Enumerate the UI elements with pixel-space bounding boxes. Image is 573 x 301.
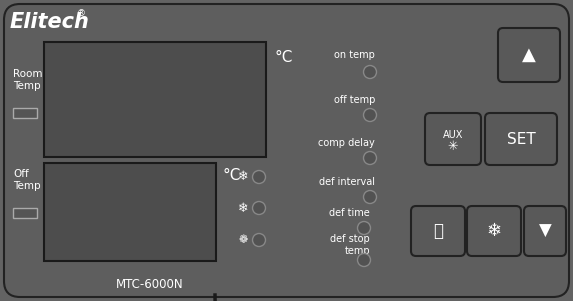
Text: ®: ® [77, 10, 86, 18]
Text: ❄: ❄ [486, 222, 501, 240]
Text: off temp: off temp [333, 95, 375, 105]
Text: def stop
temp: def stop temp [330, 234, 370, 256]
FancyBboxPatch shape [44, 42, 266, 157]
Circle shape [363, 191, 376, 203]
Text: AUX: AUX [443, 130, 463, 140]
Circle shape [253, 234, 265, 247]
FancyBboxPatch shape [524, 206, 566, 256]
FancyBboxPatch shape [411, 206, 465, 256]
Text: MTC-6000N: MTC-6000N [116, 278, 184, 291]
Text: ⏻: ⏻ [433, 222, 443, 240]
Text: def interval: def interval [319, 177, 375, 187]
Text: SET: SET [507, 132, 535, 147]
Text: ❄: ❄ [238, 170, 248, 184]
Circle shape [358, 222, 371, 234]
FancyBboxPatch shape [498, 28, 560, 82]
Circle shape [253, 170, 265, 184]
Text: on temp: on temp [334, 50, 375, 60]
Text: comp delay: comp delay [318, 138, 375, 148]
Text: °C: °C [222, 168, 241, 183]
Text: ✳: ✳ [448, 139, 458, 153]
FancyBboxPatch shape [13, 108, 37, 118]
Text: ❄: ❄ [238, 201, 248, 215]
Text: Room
Temp: Room Temp [13, 69, 42, 91]
FancyBboxPatch shape [485, 113, 557, 165]
Circle shape [363, 151, 376, 165]
FancyBboxPatch shape [4, 4, 569, 297]
Text: ❁: ❁ [238, 235, 248, 245]
Circle shape [363, 108, 376, 122]
Circle shape [358, 253, 371, 266]
Text: ▲: ▲ [522, 46, 536, 64]
FancyBboxPatch shape [425, 113, 481, 165]
Circle shape [253, 201, 265, 215]
Text: Elitech: Elitech [10, 12, 90, 32]
Text: ▼: ▼ [539, 222, 551, 240]
Text: def time: def time [329, 208, 370, 218]
Text: °C: °C [274, 50, 292, 65]
FancyBboxPatch shape [13, 208, 37, 218]
Text: Off
Temp: Off Temp [13, 169, 41, 191]
FancyBboxPatch shape [467, 206, 521, 256]
Circle shape [363, 66, 376, 79]
FancyBboxPatch shape [44, 163, 216, 261]
